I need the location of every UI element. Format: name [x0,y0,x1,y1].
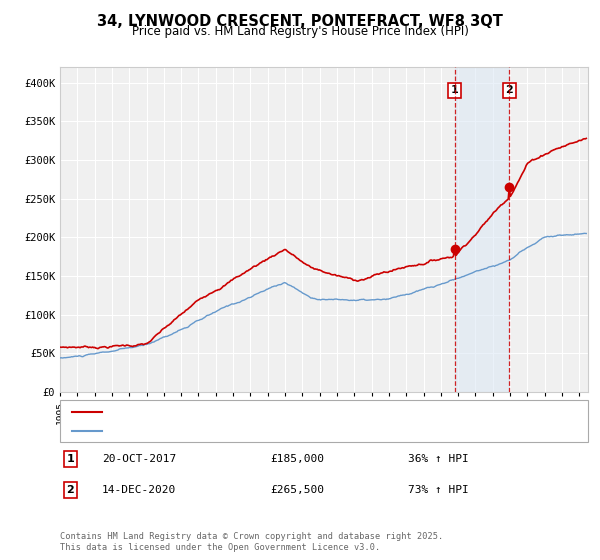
Text: £265,500: £265,500 [270,485,324,495]
Text: 34, LYNWOOD CRESCENT, PONTEFRACT, WF8 3QT: 34, LYNWOOD CRESCENT, PONTEFRACT, WF8 3Q… [97,14,503,29]
Text: 36% ↑ HPI: 36% ↑ HPI [408,454,469,464]
Text: 2: 2 [67,485,74,495]
Bar [455,67,509,392]
Text: 2: 2 [505,86,513,95]
Text: 34, LYNWOOD CRESCENT, PONTEFRACT, WF8 3QT (semi-detached house): 34, LYNWOOD CRESCENT, PONTEFRACT, WF8 3Q… [108,407,475,417]
Text: Price paid vs. HM Land Registry's House Price Index (HPI): Price paid vs. HM Land Registry's House … [131,25,469,38]
Text: HPI: Average price, semi-detached house, Wakefield: HPI: Average price, semi-detached house,… [108,426,368,436]
Text: Contains HM Land Registry data © Crown copyright and database right 2025.
This d: Contains HM Land Registry data © Crown c… [60,532,443,552]
Text: £185,000: £185,000 [270,454,324,464]
Text: 20-OCT-2017: 20-OCT-2017 [102,454,176,464]
Text: 14-DEC-2020: 14-DEC-2020 [102,485,176,495]
Text: 1: 1 [67,454,74,464]
Text: 73% ↑ HPI: 73% ↑ HPI [408,485,469,495]
Text: 1: 1 [451,86,458,95]
